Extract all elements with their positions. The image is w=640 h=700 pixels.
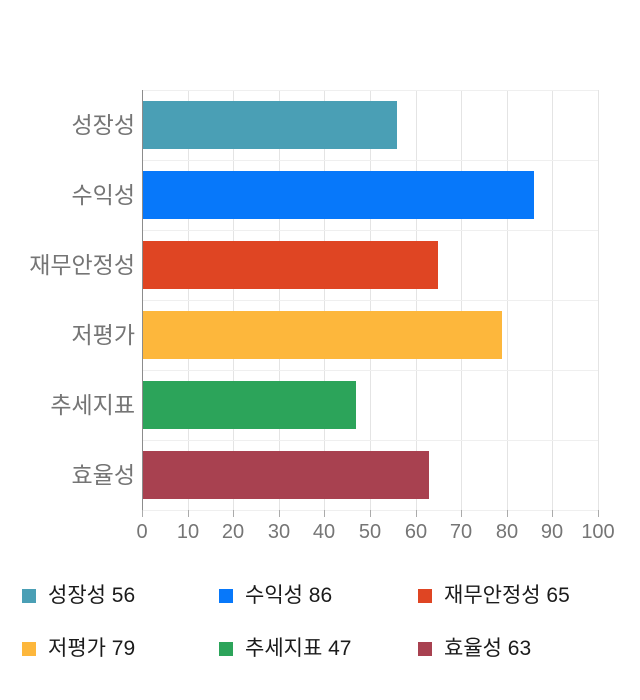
x-tick-label: 0 (136, 521, 148, 543)
category-label: 저평가 (71, 322, 135, 348)
grid-line-horizontal (142, 90, 598, 91)
x-tick-mark (416, 510, 417, 517)
category-label: 추세지표 (50, 392, 135, 418)
x-tick-mark (279, 510, 280, 517)
chart-bar (142, 171, 534, 219)
category-label: 수익성 (71, 182, 135, 208)
legend-item: 재무안정성 65 (418, 582, 570, 610)
x-tick-label: 10 (176, 521, 200, 543)
y-axis-line (142, 90, 143, 510)
x-tick-label: 80 (495, 521, 519, 543)
legend-label: 추세지표 47 (245, 637, 352, 660)
legend-item: 수익성 86 (219, 582, 332, 610)
grid-line-horizontal (142, 300, 598, 301)
x-tick-mark (598, 510, 599, 517)
x-tick-mark (142, 510, 143, 517)
x-tick-label: 30 (267, 521, 291, 543)
legend-swatch-icon (418, 589, 432, 603)
chart-bar (142, 381, 356, 429)
x-tick-mark (188, 510, 189, 517)
category-label: 성장성 (71, 112, 135, 138)
chart-bar (142, 311, 502, 359)
legend-label: 효율성 63 (444, 637, 532, 660)
legend-item: 저평가 79 (22, 635, 135, 663)
legend-swatch-icon (418, 642, 432, 656)
x-tick-label: 90 (540, 521, 564, 543)
legend-item: 효율성 63 (418, 635, 531, 663)
x-tick-label: 60 (404, 521, 428, 543)
x-tick-label: 40 (312, 521, 336, 543)
category-label: 효율성 (71, 462, 135, 488)
legend-item: 성장성 56 (22, 582, 135, 610)
grid-line-horizontal (142, 440, 598, 441)
legend-label: 재무안정성 65 (444, 584, 570, 607)
x-tick-label: 50 (358, 521, 382, 543)
plot-area (142, 90, 599, 511)
legend-swatch-icon (22, 642, 36, 656)
legend-swatch-icon (219, 589, 233, 603)
chart-bar (142, 101, 397, 149)
x-tick-mark (461, 510, 462, 517)
legend-label: 저평가 79 (48, 637, 136, 660)
legend-label: 수익성 86 (245, 584, 333, 607)
category-label: 재무안정성 (29, 252, 135, 278)
legend-swatch-icon (219, 642, 233, 656)
chart-bar (142, 241, 438, 289)
grid-line-horizontal (142, 370, 598, 371)
x-tick-label: 70 (449, 521, 473, 543)
chart-bar (142, 451, 429, 499)
x-tick-mark (370, 510, 371, 517)
legend-swatch-icon (22, 589, 36, 603)
x-tick-mark (507, 510, 508, 517)
legend-item: 추세지표 47 (219, 635, 351, 663)
x-tick-mark (233, 510, 234, 517)
x-tick-label: 20 (221, 521, 245, 543)
grid-line-horizontal (142, 160, 598, 161)
grid-line-horizontal (142, 230, 598, 231)
x-tick-label: 100 (581, 521, 615, 543)
grid-line-vertical (598, 90, 599, 510)
x-tick-mark (324, 510, 325, 517)
legend-label: 성장성 56 (48, 584, 136, 607)
x-tick-mark (552, 510, 553, 517)
